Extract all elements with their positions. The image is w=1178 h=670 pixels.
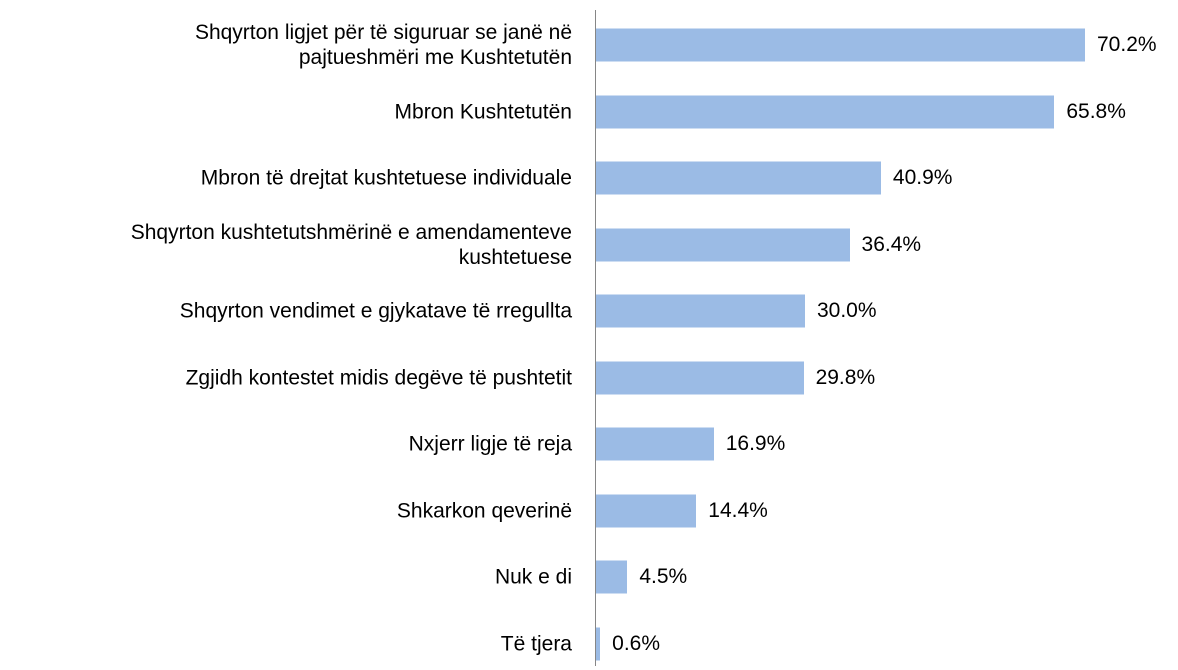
- bar: [596, 28, 1085, 62]
- bar: [596, 560, 628, 594]
- category-label: Shqyrton ligjet për të siguruar se janë …: [194, 21, 572, 69]
- value-label: 30.0%: [816, 299, 877, 322]
- category-label: Të tjera: [500, 632, 572, 655]
- bar: [596, 627, 601, 660]
- value-label: 0.6%: [612, 631, 661, 655]
- category-label: Mbron Kushtetutën: [394, 100, 572, 123]
- category-label: Shkarkon qeverinë: [396, 499, 572, 522]
- bar: [596, 95, 1055, 128]
- category-axis: [595, 10, 596, 666]
- value-label: 70.2%: [1097, 33, 1157, 56]
- value-label: 14.4%: [708, 498, 768, 522]
- bar: [596, 294, 805, 328]
- category-label: Zgjidh kontestet midis degëve të pushtet…: [185, 366, 572, 389]
- value-label: 65.8%: [1066, 99, 1126, 123]
- category-label: Nxjerr ligje të reja: [408, 432, 572, 456]
- value-label: 4.5%: [639, 565, 688, 588]
- category-label: Mbron të drejtat kushtetuese individuale: [200, 166, 572, 190]
- bar: [596, 494, 697, 527]
- category-label: Nuk e di: [494, 565, 572, 589]
- value-label: 40.9%: [892, 166, 953, 189]
- value-label: 16.9%: [725, 432, 786, 455]
- bar: [596, 161, 881, 195]
- bar: [596, 427, 714, 461]
- category-label: Shqyrton kushtetutshmërinë e amendamente…: [130, 220, 572, 269]
- value-label: 36.4%: [861, 232, 922, 256]
- bar: [596, 361, 804, 394]
- category-label: Shqyrton vendimet e gjykatave të rregull…: [179, 299, 572, 323]
- value-label: 29.8%: [815, 365, 876, 389]
- bar: [596, 228, 850, 261]
